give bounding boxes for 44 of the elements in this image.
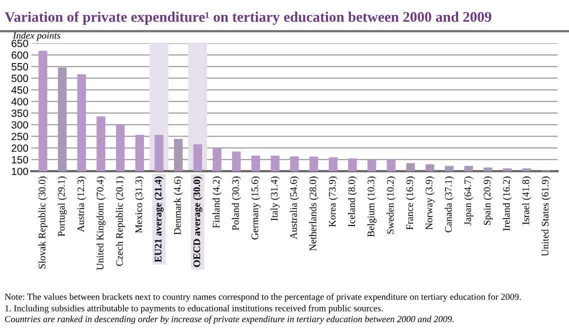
x-tick-label: United States (61.9) [541, 176, 551, 256]
x-tick-label: EU21 average (21.4) [154, 176, 164, 262]
y-axis-title: Index points [12, 32, 60, 41]
y-tick-label: 250 [12, 132, 28, 140]
x-tick-label: Iceland (8.0) [348, 176, 358, 227]
y-tick-label: 350 [12, 110, 28, 117]
x-tick-label: OECD average (30.0) [193, 176, 202, 267]
x-tick-label: Finland (4.2) [212, 176, 222, 228]
x-tick-label: Korea (73.9) [328, 176, 338, 227]
x-tick-label: Austria (12.3) [77, 176, 86, 232]
y-tick-label: 550 [12, 63, 28, 70]
text: Note: The values between brackets next to country names correspond to the percentage of private expenditure on tertiary education for 2009. [4, 293, 521, 302]
x-tick-label: Italy (31.4) [270, 176, 280, 221]
x-tick-label: Canada (37.1) [444, 176, 454, 232]
x-tick-label: Slovak Republic (30.0) [38, 176, 48, 268]
text: Countries are ranked in descending order by increase of private expenditure in tertiary education between 2000 and 2009. [5, 316, 454, 324]
x-tick-label: Israel (41.8) [522, 176, 532, 225]
y-tick-label: 600 [12, 51, 28, 59]
x-tick-label: Australia (54.6) [290, 176, 299, 240]
y-tick-label: 650 [12, 40, 28, 48]
x-tick-label: United Kingdom (70.4) [96, 176, 106, 270]
x-tick-label: Czech Republic (20.1) [116, 176, 125, 266]
y-tick-label: 450 [11, 86, 28, 94]
x-tick-label: Sweden (10.2) [386, 176, 396, 234]
x-tick-label: Japan (64.7) [464, 176, 474, 226]
x-tick-label: Norway (3.9) [425, 176, 434, 230]
x-tick-label: Poland (30.3) [232, 176, 241, 230]
y-tick-label: 400 [11, 98, 28, 106]
y-tick-label: 500 [12, 74, 28, 82]
x-tick-label: Portugal (29.1) [58, 176, 67, 236]
x-tick-label: France (16.9) [406, 176, 416, 230]
x-tick-label: Spain (20.9) [483, 176, 492, 225]
x-tick-label: Mexico (31.3) [135, 176, 144, 233]
y-tick-label: 150 [12, 156, 28, 164]
y-tick-label: 100 [12, 168, 28, 176]
x-tick-label: Netherlands (28.0) [309, 176, 318, 251]
x-tick-label: Belgium (10.3) [367, 176, 376, 237]
chart-title: Variation of private expenditure¹ on tertiary education between 2000 and 2009 [4, 11, 492, 25]
x-tick-label: Ireland (16.2) [502, 176, 512, 231]
text: 1. Including subsidies attributable to payments to educational institutions received from public sources. [5, 304, 383, 314]
x-tick-label: Germany (15.6) [251, 176, 260, 240]
y-tick-label: 200 [12, 144, 28, 152]
y-tick-label: 300 [12, 121, 28, 129]
x-tick-label: Denmark (4.6) [174, 176, 183, 235]
